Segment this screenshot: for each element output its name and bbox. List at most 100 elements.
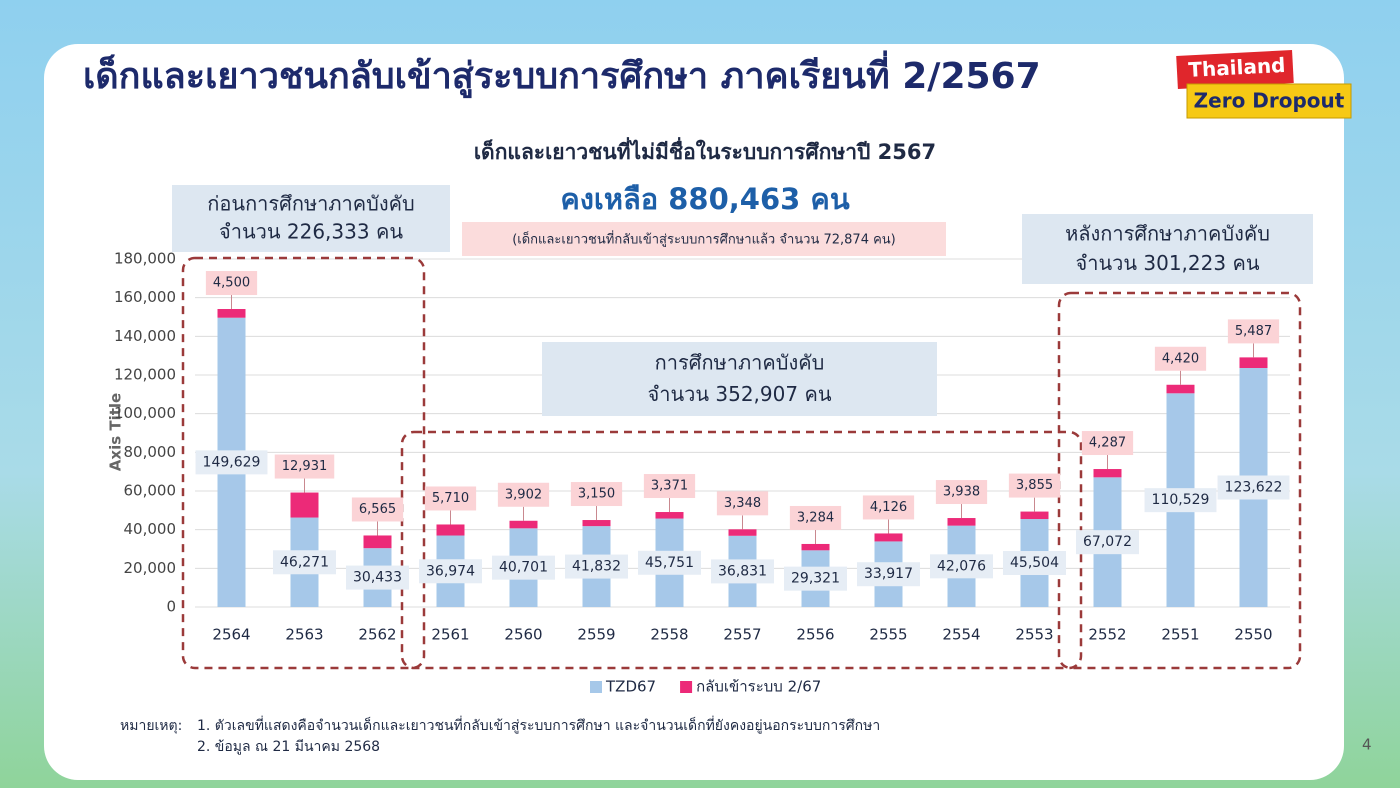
annotation: จำนวน 352,907 คน: [648, 382, 832, 406]
label-box: [1144, 488, 1217, 513]
label-box: [643, 474, 696, 499]
label-box: [419, 559, 482, 584]
label-box: [789, 505, 842, 530]
label-box: [195, 450, 268, 475]
y-tick-label: 20,000: [124, 559, 177, 577]
y-tick-label: 160,000: [114, 288, 176, 306]
label-box: [1008, 473, 1061, 498]
value-label: 46,271: [280, 554, 329, 570]
logo-text: Zero Dropout: [1194, 89, 1345, 113]
value-label: 3,938: [943, 485, 980, 500]
bar-segment: [728, 529, 757, 536]
group-frame: [181, 256, 426, 670]
annotation: จำนวน 301,223 คน: [1076, 251, 1260, 275]
x-tick-label: 2559: [577, 626, 615, 644]
value-label: 5,710: [432, 491, 469, 506]
label-box: [857, 562, 920, 587]
x-tick-label: 2554: [942, 626, 980, 644]
value-label: 5,487: [1235, 324, 1272, 339]
value-label: 4,287: [1089, 436, 1126, 451]
bar-segment: [1239, 357, 1268, 368]
logo: Thailand Zero Dropout: [1176, 49, 1352, 119]
x-tick-label: 2550: [1234, 626, 1272, 644]
y-tick-label: 60,000: [124, 482, 177, 500]
value-label: 45,504: [1010, 555, 1059, 571]
label-box: [638, 550, 701, 575]
label-box: [497, 482, 550, 507]
value-label: 3,284: [797, 510, 834, 525]
x-tick-label: 2551: [1161, 626, 1199, 644]
label-box: [492, 555, 555, 580]
bar-segment: [1020, 511, 1049, 520]
x-tick-label: 2557: [723, 626, 761, 644]
value-label: 3,371: [651, 479, 688, 494]
y-axis-title: Axis Title: [107, 393, 125, 471]
annotation: หลังการศึกษาภาคบังคับ: [1065, 222, 1270, 246]
bar-segment: [801, 543, 830, 551]
x-tick-label: 2564: [212, 626, 250, 644]
group-frame: [1057, 291, 1302, 670]
value-label: 4,126: [870, 500, 907, 515]
bar-segment: [1166, 384, 1195, 394]
x-tick-label: 2562: [358, 626, 396, 644]
logo-yellow: [1186, 83, 1352, 119]
footnote: 2. ข้อมูล ณ 21 มีนาคม 2568: [197, 739, 380, 755]
bar-segment: [217, 309, 246, 318]
label-box: [1227, 319, 1280, 344]
label-box: [205, 271, 258, 296]
label-box: [935, 480, 988, 505]
bar-segment: [363, 535, 392, 549]
label-box: [862, 495, 915, 520]
value-label: 3,348: [724, 496, 761, 511]
value-label: 36,974: [426, 563, 475, 579]
label-box: [273, 550, 336, 575]
label-box: [424, 486, 477, 511]
page-number: 4: [1362, 736, 1372, 754]
bar-segment: [655, 512, 684, 519]
value-label: 30,433: [353, 570, 402, 586]
x-tick-label: 2558: [650, 626, 688, 644]
value-label: 3,150: [578, 487, 615, 502]
value-label: 45,751: [645, 555, 694, 571]
label-box: [716, 491, 769, 516]
value-label: 40,701: [499, 560, 548, 576]
label-box: [274, 454, 335, 479]
x-tick-label: 2552: [1088, 626, 1126, 644]
bar-segment: [436, 524, 465, 536]
logo-red: [1176, 49, 1294, 90]
label-box: [565, 554, 628, 579]
label-box: [351, 497, 404, 522]
label-box: [1076, 530, 1139, 555]
y-tick-label: 0: [166, 598, 176, 616]
y-tick-label: 80,000: [124, 443, 177, 461]
value-label: 4,500: [213, 276, 250, 291]
annotation-box: [1022, 214, 1313, 284]
value-label: 67,072: [1083, 534, 1132, 550]
value-label: 149,629: [203, 454, 261, 470]
note-label: หมายเหตุ:: [120, 718, 182, 734]
bar-segment: [582, 520, 611, 527]
label-box: [1154, 346, 1207, 371]
x-tick-label: 2556: [796, 626, 834, 644]
note-box: [462, 222, 946, 256]
y-tick-label: 180,000: [114, 250, 176, 268]
x-tick-label: 2563: [285, 626, 323, 644]
annotation: ก่อนการศึกษาภาคบังคับ: [207, 192, 414, 216]
y-tick-label: 100,000: [114, 404, 176, 422]
label-box: [570, 482, 623, 507]
value-label: 41,832: [572, 559, 621, 575]
logo-text: Thailand: [1188, 53, 1286, 82]
chart-title: เด็กและเยาวชนที่ไม่มีชื่อในระบบการศึกษาป…: [474, 136, 936, 164]
value-label: 3,902: [505, 487, 542, 502]
bar-segment: [509, 520, 538, 529]
label-box: [1081, 431, 1134, 456]
value-label: 29,321: [791, 571, 840, 587]
value-label: 4,420: [1162, 351, 1199, 366]
group-frame: [400, 430, 1083, 670]
label-box: [930, 554, 993, 579]
legend-swatch: [680, 681, 693, 693]
bar-segment: [1093, 469, 1122, 478]
label-box: [711, 559, 774, 584]
chart-subtitle: คงเหลือ 880,463 คน: [560, 182, 849, 216]
